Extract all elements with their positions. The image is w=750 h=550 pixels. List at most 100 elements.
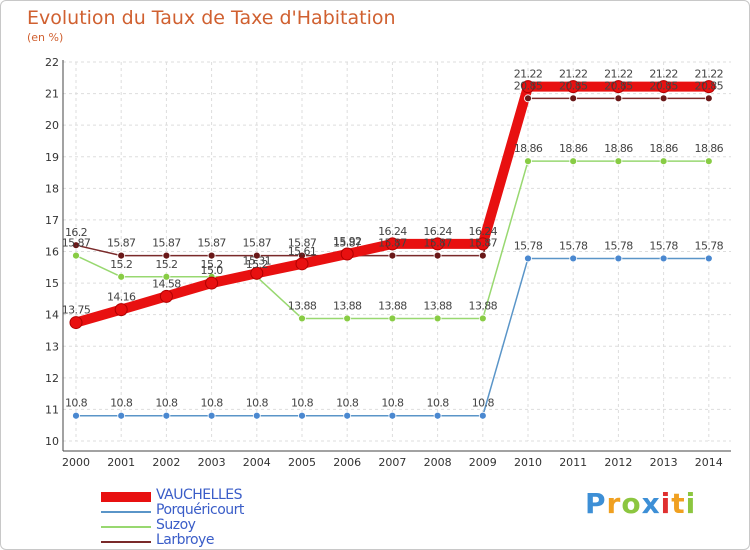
proxiti-logo: Proxiti	[585, 487, 696, 520]
data-point-vauchelles	[611, 80, 625, 94]
y-tick-label: 22	[45, 56, 59, 69]
data-point-suzoy	[72, 251, 80, 260]
y-tick-label: 10	[45, 435, 59, 448]
data-label-larbroye: 15.87	[197, 237, 226, 250]
data-point-vauchelles	[205, 276, 219, 290]
data-label-porquericourt: 15.78	[649, 239, 678, 252]
y-tick-label: 16	[45, 246, 59, 259]
data-label-vauchelles: 15.0	[201, 264, 224, 277]
data-label-vauchelles: 15.61	[288, 245, 317, 258]
data-label-larbroye: 15.87	[469, 237, 498, 250]
data-label-larbroye: 15.87	[288, 237, 317, 250]
legend-label-suzoy: Suzoy	[156, 517, 196, 533]
data-point-larbroye	[162, 251, 171, 260]
data-point-suzoy	[659, 157, 668, 166]
data-point-vauchelles	[657, 80, 671, 94]
logo-letter: x	[641, 487, 661, 520]
data-label-porquericourt: 10.8	[246, 397, 269, 410]
data-label-suzoy: 13.88	[333, 299, 362, 312]
x-tick-label: 2010	[514, 456, 542, 469]
data-label-suzoy: 18.86	[559, 142, 588, 155]
axes: 10 11 12 13 14 15 16 17 18 19 20 21 22 2000 2001 2002 20…	[45, 56, 731, 469]
data-point-suzoy	[433, 314, 442, 323]
data-label-porquericourt: 15.78	[559, 239, 588, 252]
data-point-porquericourt	[117, 411, 126, 420]
data-point-larbroye	[704, 94, 713, 103]
x-tick-label: 2011	[559, 456, 587, 469]
data-point-porquericourt	[569, 254, 578, 263]
data-point-suzoy	[569, 157, 578, 166]
data-label-suzoy: 18.86	[604, 142, 633, 155]
data-label-porquericourt: 10.8	[291, 397, 314, 410]
data-point-suzoy	[614, 157, 623, 166]
data-label-suzoy: 15.2	[246, 258, 268, 271]
data-label-vauchelles: 13.75	[62, 304, 91, 317]
data-point-vauchelles	[69, 316, 83, 330]
x-tick-label: 2013	[650, 456, 678, 469]
y-tick-label: 14	[45, 309, 59, 322]
data-point-suzoy	[298, 314, 306, 323]
data-label-porquericourt: 15.78	[514, 239, 543, 252]
data-point-larbroye	[614, 94, 623, 103]
data-label-larbroye: 20.85	[604, 79, 633, 92]
data-label-vauchelles: 21.22	[514, 68, 543, 81]
data-label-porquericourt: 15.78	[604, 239, 633, 252]
y-tick-label: 20	[45, 119, 59, 132]
y-tick-label: 15	[45, 277, 59, 290]
y-tick-label: 13	[45, 340, 59, 353]
data-point-larbroye	[433, 251, 442, 260]
data-label-larbroye: 15.87	[152, 237, 181, 250]
data-label-porquericourt: 10.8	[336, 397, 359, 410]
data-point-vauchelles	[702, 80, 716, 94]
data-label-larbroye: 20.85	[695, 79, 724, 92]
logo-letter: r	[606, 487, 622, 520]
data-label-vauchelles: 14.58	[152, 277, 181, 290]
legend-swatch-porquericourt	[101, 511, 151, 513]
legend-swatch-suzoy	[101, 526, 151, 528]
legend-swatch-vauchelles	[101, 492, 151, 502]
data-label-larbroye: 15.87	[333, 237, 362, 250]
data-point-porquericourt	[659, 254, 668, 263]
x-tick-label: 2004	[243, 456, 271, 469]
x-tick-label: 2006	[333, 456, 361, 469]
data-point-porquericourt	[478, 411, 487, 420]
data-label-suzoy: 18.86	[649, 142, 678, 155]
data-point-suzoy	[704, 157, 713, 166]
data-label-larbroye: 15.87	[107, 237, 136, 250]
data-point-vauchelles	[250, 266, 264, 280]
data-point-vauchelles	[566, 80, 580, 94]
y-tick-label: 19	[45, 151, 59, 164]
legend-item-suzoy: Suzoy	[101, 517, 301, 534]
data-point-larbroye	[524, 94, 532, 103]
logo-letter: i	[685, 487, 697, 520]
x-tick-label: 2008	[424, 456, 452, 469]
legend-label-larbroye: Larbroye	[156, 532, 214, 548]
data-label-suzoy: 15.87	[62, 237, 91, 250]
data-point-larbroye	[569, 94, 578, 103]
data-label-porquericourt: 15.78	[695, 239, 724, 252]
data-label-vauchelles: 14.16	[107, 291, 136, 304]
data-point-vauchelles	[114, 303, 128, 317]
data-label-vauchelles: 16.24	[378, 225, 407, 238]
data-point-vauchelles	[159, 289, 173, 303]
data-point-larbroye	[478, 251, 487, 260]
unit-label: (en %)	[27, 31, 64, 44]
data-point-vauchelles	[521, 80, 535, 94]
data-point-porquericourt	[298, 411, 306, 420]
logo-letter: P	[585, 487, 607, 520]
data-label-larbroye: 20.85	[514, 79, 543, 92]
data-label-vauchelles: 21.22	[604, 68, 633, 81]
data-point-suzoy	[524, 157, 532, 166]
data-point-porquericourt	[704, 254, 713, 263]
data-label-suzoy: 15.2	[110, 258, 132, 271]
data-point-porquericourt	[388, 411, 397, 420]
data-point-porquericourt	[72, 411, 80, 420]
data-point-suzoy	[117, 272, 126, 281]
legend-item-vauchelles: VAUCHELLES	[101, 487, 301, 504]
data-point-porquericourt	[343, 411, 352, 420]
data-label-suzoy: 13.88	[378, 299, 407, 312]
data-label-porquericourt: 10.8	[201, 397, 224, 410]
data-label-vauchelles: 16.24	[423, 225, 452, 238]
